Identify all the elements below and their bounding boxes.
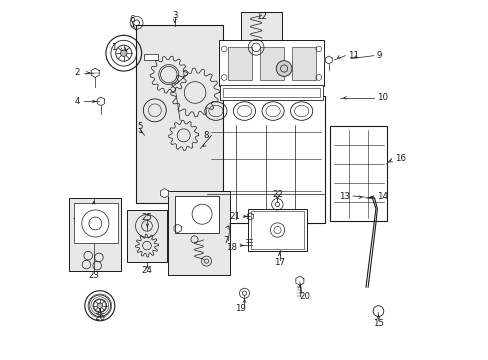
Text: 8: 8	[203, 131, 208, 140]
Bar	[329, 126, 386, 221]
Text: 4: 4	[75, 97, 80, 106]
Text: 20: 20	[298, 292, 309, 301]
Polygon shape	[174, 224, 181, 233]
Text: 14: 14	[376, 192, 387, 201]
Polygon shape	[160, 189, 168, 198]
Polygon shape	[295, 276, 303, 285]
Polygon shape	[97, 97, 104, 106]
Circle shape	[121, 50, 127, 57]
Text: 6: 6	[129, 15, 135, 24]
Bar	[241, 12, 282, 64]
Text: 10: 10	[376, 93, 387, 102]
Text: 25: 25	[142, 213, 153, 222]
Circle shape	[276, 61, 291, 76]
Polygon shape	[246, 213, 253, 220]
Text: 17: 17	[273, 258, 285, 267]
Bar	[74, 203, 118, 243]
Text: 19: 19	[234, 304, 245, 313]
Text: 18: 18	[225, 243, 236, 252]
Text: 13: 13	[339, 192, 349, 201]
Bar	[223, 88, 320, 97]
Bar	[220, 85, 323, 100]
Text: 16: 16	[394, 154, 405, 163]
Text: 5: 5	[137, 122, 142, 131]
Text: 23: 23	[88, 271, 99, 280]
Text: 15: 15	[372, 319, 383, 328]
Text: 12: 12	[256, 12, 266, 21]
Text: 1: 1	[111, 43, 116, 52]
Bar	[247, 208, 306, 251]
Bar	[175, 196, 218, 233]
Bar	[218, 40, 324, 86]
Bar	[206, 96, 324, 223]
Text: 2: 2	[75, 68, 80, 77]
Text: 24: 24	[142, 266, 153, 275]
Bar	[144, 54, 158, 60]
Bar	[259, 47, 284, 80]
Text: 3: 3	[172, 11, 177, 20]
Text: 22: 22	[271, 190, 282, 199]
Text: 7: 7	[223, 236, 229, 245]
Bar	[227, 47, 251, 80]
Bar	[291, 47, 316, 80]
Text: 9: 9	[376, 51, 381, 60]
Polygon shape	[325, 56, 331, 64]
Text: 21: 21	[229, 212, 240, 221]
Polygon shape	[91, 68, 99, 77]
Bar	[167, 191, 230, 275]
Bar	[69, 198, 121, 271]
Bar	[127, 210, 166, 262]
Bar	[135, 24, 223, 203]
Text: 11: 11	[347, 51, 358, 60]
Bar	[250, 211, 304, 249]
Text: 26: 26	[94, 313, 105, 322]
Circle shape	[97, 303, 102, 309]
